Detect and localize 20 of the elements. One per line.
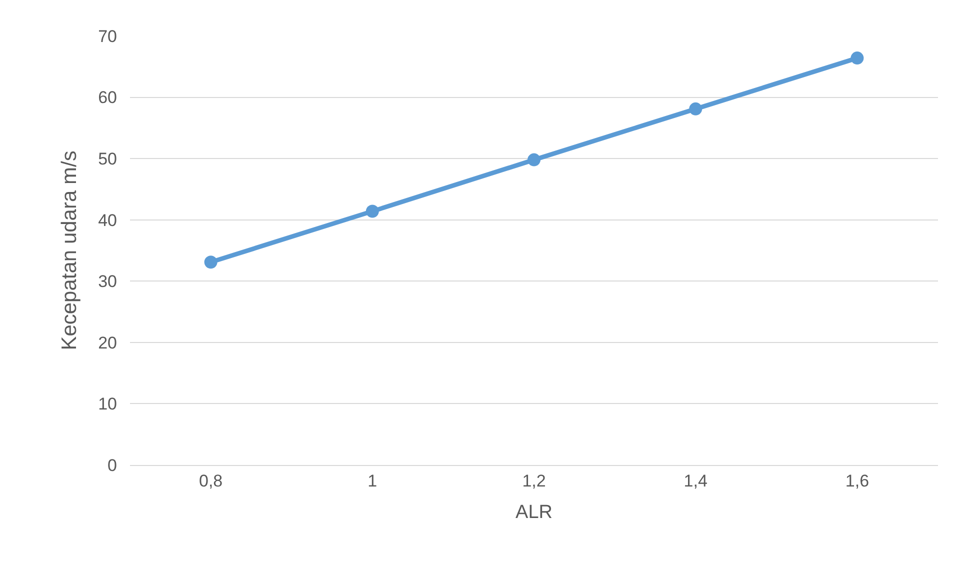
y-tick-label: 0 bbox=[108, 456, 117, 475]
point bbox=[689, 102, 702, 116]
y-tick-label: 10 bbox=[98, 394, 117, 414]
x-tick-label: 1,2 bbox=[522, 471, 546, 490]
x-tick-label: 0,8 bbox=[198, 471, 223, 490]
x-axis-title: ALR bbox=[516, 502, 552, 524]
y-tick-label: 50 bbox=[98, 150, 117, 169]
y-tick-label: 40 bbox=[98, 210, 117, 230]
point bbox=[204, 256, 218, 269]
x-tick-label: 1,6 bbox=[845, 471, 870, 490]
point bbox=[528, 153, 540, 166]
y-axis-title: Kecepatan udara m/s bbox=[58, 150, 82, 350]
x-tick-label: 1,4 bbox=[684, 471, 708, 490]
x-tick-label: 1 bbox=[368, 471, 378, 490]
y-tick-label: 60 bbox=[98, 88, 117, 108]
point bbox=[850, 52, 864, 65]
y-tick-label: 70 bbox=[98, 26, 117, 46]
y-tick-label: 20 bbox=[98, 333, 117, 352]
y-tick-label: 30 bbox=[98, 272, 117, 292]
point bbox=[366, 204, 379, 218]
